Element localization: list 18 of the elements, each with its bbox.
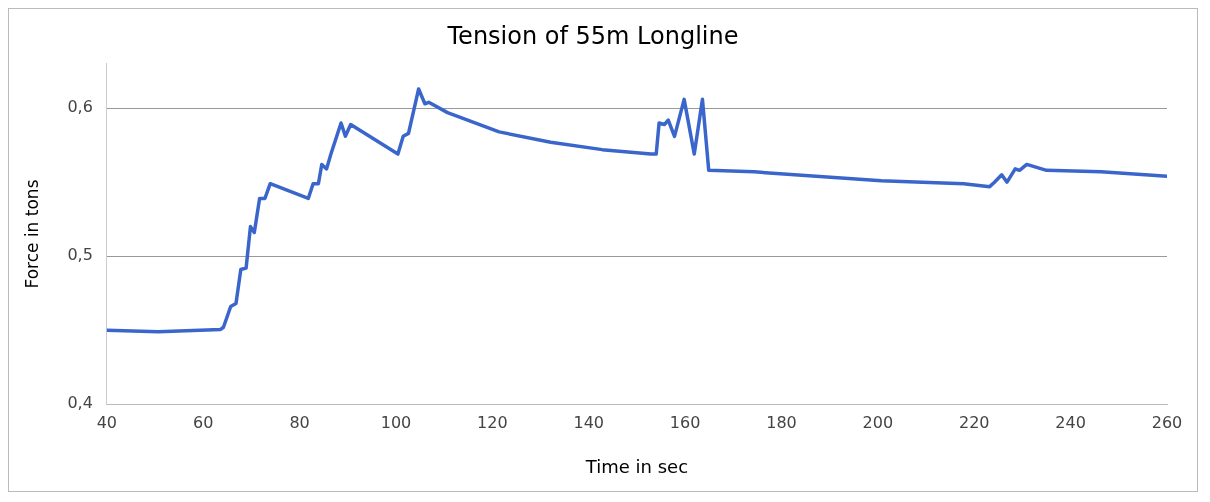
x-tick-label: 120 xyxy=(477,412,508,432)
x-tick-label: 160 xyxy=(669,412,701,432)
y-axis-title: Force in tons xyxy=(21,179,42,289)
x-tick-label: 80 xyxy=(289,412,310,432)
x-tick-label: 180 xyxy=(766,412,797,432)
x-tick-label: 240 xyxy=(1055,412,1086,432)
x-tick-label: 220 xyxy=(958,412,990,432)
x-tick-label: 60 xyxy=(193,412,214,432)
y-tick-label: 0,6 xyxy=(67,97,93,117)
chart-title: Tension of 55m Longline xyxy=(446,21,739,50)
x-tick-label: 140 xyxy=(573,412,605,432)
x-tick-label: 260 xyxy=(1151,412,1183,432)
x-tick-label: 100 xyxy=(380,412,412,432)
y-tick-label: 0,4 xyxy=(67,393,93,413)
x-axis-title: Time in sec xyxy=(584,455,689,477)
x-tick-label: 40 xyxy=(96,412,118,432)
y-tick-label: 0,5 xyxy=(67,245,93,265)
x-tick-label: 200 xyxy=(862,412,894,432)
